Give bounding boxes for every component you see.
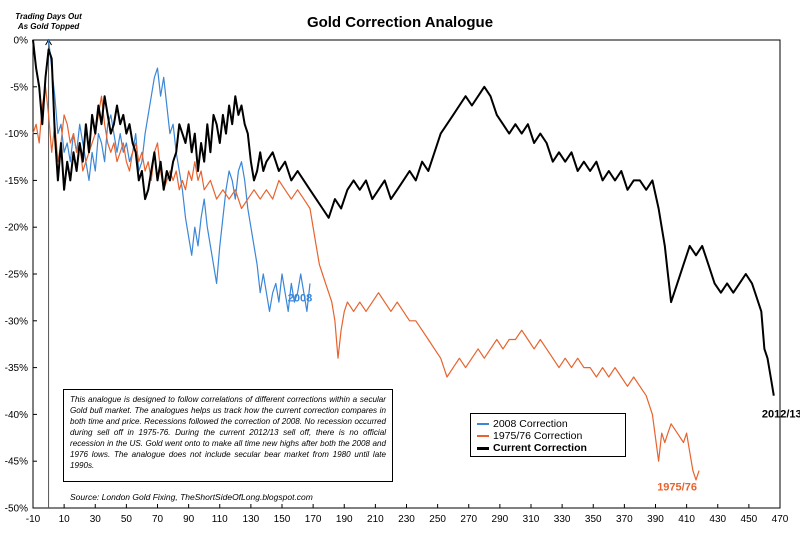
y-tick-label: -10% [5,129,28,140]
legend-item-2008: 2008 Correction [477,418,619,430]
series-line-0 [48,39,311,312]
x-tick-label: 70 [152,514,164,525]
legend-swatch-current [477,446,489,450]
x-tick-label: 90 [183,514,195,525]
axes: 0% -5% -10% -15% -20% -25% -30% -35% -40% -45% -50… [5,36,789,526]
y-tick-label: -15% [5,176,28,187]
top-marker-label-1: Trading Days Out [15,12,82,21]
legend-label-current: Current Correction [493,442,587,454]
legend-item-1975: 1975/76 Correction [477,430,619,442]
x-tick-label: 130 [243,514,260,525]
x-tick-label: 390 [647,514,664,525]
x-tick-label: 210 [367,514,384,525]
y-tick-label: -5% [10,82,28,93]
analogue-note: This analogue is designed to follow corr… [63,389,393,482]
series-end-label-1: 1975/76 [657,482,697,494]
source-note: Source: London Gold Fixing, TheShortSide… [70,492,313,502]
x-tick-label: 270 [460,514,477,525]
legend-label-2008: 2008 Correction [493,418,568,430]
x-tick-label: 150 [274,514,291,525]
series-line-2 [32,39,775,396]
x-tick-label: 450 [741,514,758,525]
legend-item-current: Current Correction [477,442,619,454]
x-tick-label: 370 [616,514,633,525]
x-tick-label: 250 [429,514,446,525]
x-tick-label: 350 [585,514,602,525]
y-tick-label: 0% [14,36,29,47]
y-tick-label: -35% [5,363,28,374]
plot-area [32,39,775,481]
legend-swatch-1975 [477,435,489,437]
x-tick-label: 290 [492,514,509,525]
series-line-1 [32,86,700,481]
y-tick-label: -25% [5,270,28,281]
x-tick-label: 330 [554,514,571,525]
x-tick-label: 30 [90,514,102,525]
y-tick-label: -20% [5,223,28,234]
x-tick-label: 230 [398,514,415,525]
top-marker-arrow [45,39,52,46]
x-tick-label: 110 [212,514,228,525]
y-tick-label: -30% [5,316,28,327]
x-tick-label: 430 [709,514,726,525]
x-tick-label: 410 [678,514,695,525]
x-tick-label: 10 [59,514,71,525]
y-tick-label: -45% [5,457,28,468]
x-tick-label: -10 [26,514,41,525]
top-marker-label-2: As Gold Topped [17,22,81,31]
x-tick-label: 50 [121,514,133,525]
series-end-label-2: 2012/13 [762,409,800,421]
chart-title: Gold Correction Analogue [307,14,493,31]
series-end-label-0: 2008 [288,292,312,304]
legend: 2008 Correction 1975/76 Correction Curre… [470,413,626,457]
legend-label-1975: 1975/76 Correction [493,430,583,442]
x-tick-label: 470 [772,514,789,525]
legend-swatch-2008 [477,423,489,425]
x-tick-label: 170 [305,514,322,525]
y-tick-label: -40% [5,410,28,421]
x-tick-label: 310 [523,514,540,525]
x-tick-label: 190 [336,514,353,525]
y-tick-label: -50% [5,504,28,515]
